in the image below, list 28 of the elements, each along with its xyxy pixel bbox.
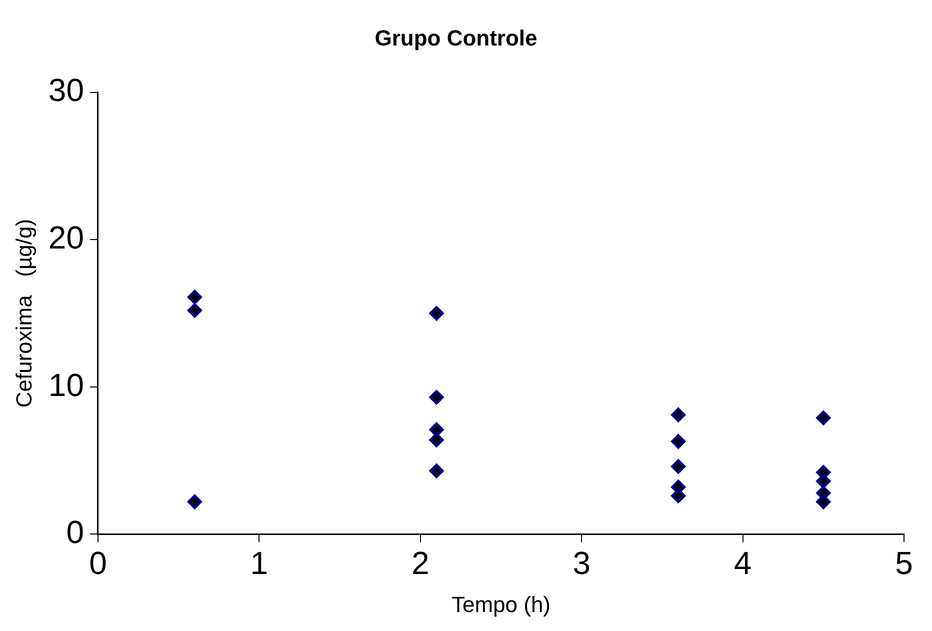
y-tick-label: 0 [66, 514, 84, 550]
x-tick-label: 5 [895, 545, 913, 582]
point [187, 303, 202, 318]
x-tick-label: 3 [572, 545, 590, 582]
x-tick-label: 0 [89, 545, 107, 582]
x-axis-title: Tempo (h) [451, 592, 551, 617]
x-tick-label: 1 [250, 545, 268, 582]
point [429, 390, 444, 404]
point [187, 494, 202, 510]
point [816, 494, 831, 510]
point [671, 408, 686, 422]
y-tick-label: 30 [48, 72, 84, 108]
y-tick-label: 10 [48, 366, 84, 403]
point [187, 290, 202, 304]
point [429, 422, 444, 437]
chart-title: Grupo Controle [374, 25, 538, 50]
point [816, 474, 831, 488]
y-axis-title: Cefuroxima (µg/g) [11, 218, 36, 408]
point [429, 464, 444, 478]
point [671, 488, 686, 504]
point [671, 459, 686, 474]
x-tick-label: 2 [412, 545, 430, 582]
point [816, 410, 831, 426]
point [671, 434, 686, 449]
point [429, 432, 444, 448]
point [429, 306, 444, 321]
y-tick-label: 20 [48, 219, 84, 256]
x-tick-label: 4 [734, 545, 752, 582]
